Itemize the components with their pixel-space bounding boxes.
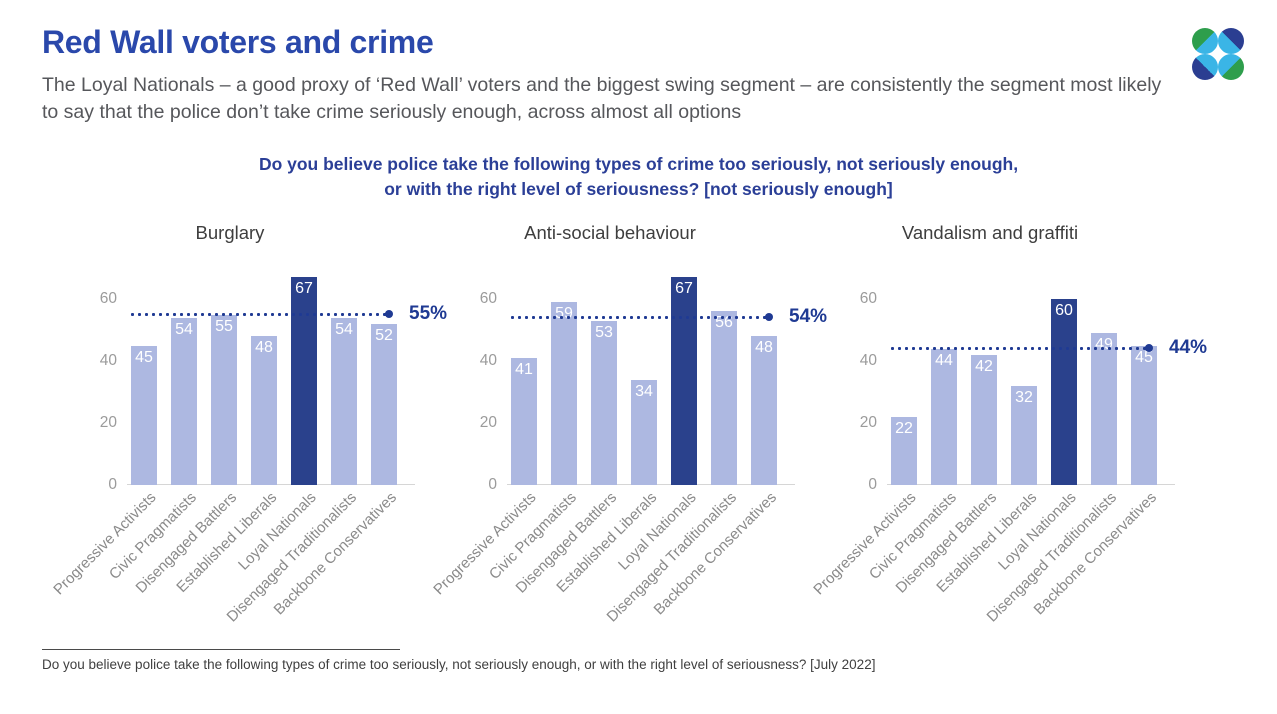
bar-backbone-conservatives: 45 [1131,345,1157,485]
y-axis: 0 20 40 60 [851,270,885,493]
bar-value-label: 53 [595,323,613,341]
reference-line-end-dot [765,313,773,322]
chart-burglary: Burglary 0 20 40 60 45 54 55 48 67 54 52 55% Progress… [51,222,471,625]
plot-area: 22 44 42 32 60 49 45 44% [885,270,1207,485]
bar-value-label: 52 [375,326,393,344]
bar-value-label: 56 [715,314,733,332]
bar-value-label: 67 [675,280,693,298]
average-reference-line [509,313,773,322]
plot-area: 45 54 55 48 67 54 52 55% [125,270,447,485]
bar-value-label: 48 [255,339,273,357]
bar-progressive-activists: 41 [511,357,537,485]
bars-group: 45 54 55 48 67 54 52 [131,270,397,485]
y-axis: 0 20 40 60 [471,270,505,493]
bar-established-liberals: 32 [1011,385,1037,485]
bar-disengaged-battlers: 53 [591,320,617,485]
bar-loyal-nationals: 60 [1051,299,1077,485]
bar-disengaged-battlers: 42 [971,354,997,485]
bar-loyal-nationals: 67 [291,277,317,485]
logo-circle-bottom-right [1218,54,1244,80]
bar-value-label: 60 [1055,302,1073,319]
reference-line-end-dot [385,310,393,318]
bar-value-label: 34 [635,382,653,400]
chart-title: Vandalism and graffiti [901,222,1079,243]
more-in-common-logo-icon [1192,28,1244,80]
bar-backbone-conservatives: 48 [751,336,777,485]
bar-civic-pragmatists: 44 [931,348,957,485]
y-axis: 0 20 40 60 [91,270,125,493]
bars-group: 22 44 42 32 60 49 45 [891,270,1157,485]
chart-vandalism-and-graffiti: Vandalism and graffiti 0 20 40 60 22 44 42 32 60 4… [811,222,1231,625]
chart-title: Burglary [195,222,265,243]
y-tick-label: 60 [99,290,117,307]
y-tick-label: 20 [99,414,117,431]
reference-value-label: 44% [1169,336,1208,358]
x-axis-labels: Progressive Activists Civic Pragmatists Di… [431,485,851,625]
bars-group: 41 59 53 34 67 56 48 [511,270,777,485]
reference-value-label: 55% [409,302,448,324]
bar-disengaged-traditionalists: 49 [1091,333,1117,485]
chart-question-line-1: Do you believe police take the following… [258,154,1019,174]
bar-disengaged-traditionalists: 56 [711,311,737,485]
charts-row: Burglary 0 20 40 60 45 54 55 48 67 54 52 55% Progress… [51,222,1231,625]
bar-civic-pragmatists: 59 [551,302,577,485]
chart-question-title: Do you believe police take the following… [0,152,1277,203]
bar-value-label: 49 [1095,336,1113,354]
bar-progressive-activists: 45 [131,345,157,485]
bar-disengaged-traditionalists: 54 [331,317,357,485]
y-tick-label: 20 [859,414,877,431]
bar-value-label: 54 [335,320,353,338]
bar-value-label: 67 [295,280,313,298]
bar-value-label: 42 [975,357,993,375]
y-tick-label: 0 [108,476,117,493]
y-tick-label: 60 [479,290,497,307]
plot-area: 41 59 53 34 67 56 48 54% [505,270,827,485]
chart-title: Anti-social behaviour [524,222,696,243]
bar-backbone-conservatives: 52 [371,323,397,485]
average-reference-line [129,310,393,318]
y-tick-label: 60 [859,290,877,307]
bar-value-label: 32 [1015,388,1033,406]
y-tick-label: 40 [99,352,117,369]
bar-value-label: 44 [935,351,953,369]
bar-value-label: 45 [135,348,153,366]
chart-question-line-2: or with the right level of seriousness? … [384,179,893,200]
y-tick-label: 40 [859,352,877,369]
x-axis-labels: Progressive Activists Civic Pragmatists Di… [51,485,471,625]
average-reference-line [889,344,1153,353]
bar-value-label: 54 [175,320,193,338]
reference-value-label: 54% [789,305,828,327]
chart-plot-region: 0 20 40 60 41 59 53 34 67 56 48 54% [471,270,851,493]
bar-disengaged-battlers: 55 [211,314,237,485]
bar-loyal-nationals: 67 [671,277,697,485]
bar-value-label: 55 [215,317,233,335]
x-axis-labels: Progressive Activists Civic Pragmatists Di… [811,485,1231,625]
chart-anti-social-behaviour: Anti-social behaviour 0 20 40 60 41 59 53 34 67 56… [431,222,851,625]
y-tick-label: 0 [868,476,877,493]
page-title: Red Wall voters and crime [42,24,434,60]
footnote-divider [42,649,400,650]
bar-established-liberals: 34 [631,379,657,485]
reference-line-end-dot [1145,344,1153,353]
page-subtitle: The Loyal Nationals – a good proxy of ‘R… [42,74,1162,123]
y-tick-label: 20 [479,414,497,431]
bar-value-label: 48 [755,339,773,357]
bar-value-label: 59 [555,305,573,323]
bar-civic-pragmatists: 54 [171,317,197,485]
chart-plot-region: 0 20 40 60 22 44 42 32 60 49 45 44% [851,270,1231,493]
bar-progressive-activists: 22 [891,416,917,485]
footnote-text: Do you believe police take the following… [42,657,876,672]
chart-plot-region: 0 20 40 60 45 54 55 48 67 54 52 55% [91,270,471,493]
bar-value-label: 45 [1135,348,1153,366]
y-tick-label: 40 [479,352,497,369]
bar-value-label: 41 [515,360,533,378]
bar-established-liberals: 48 [251,336,277,485]
y-tick-label: 0 [488,476,497,493]
bar-value-label: 22 [895,419,913,437]
